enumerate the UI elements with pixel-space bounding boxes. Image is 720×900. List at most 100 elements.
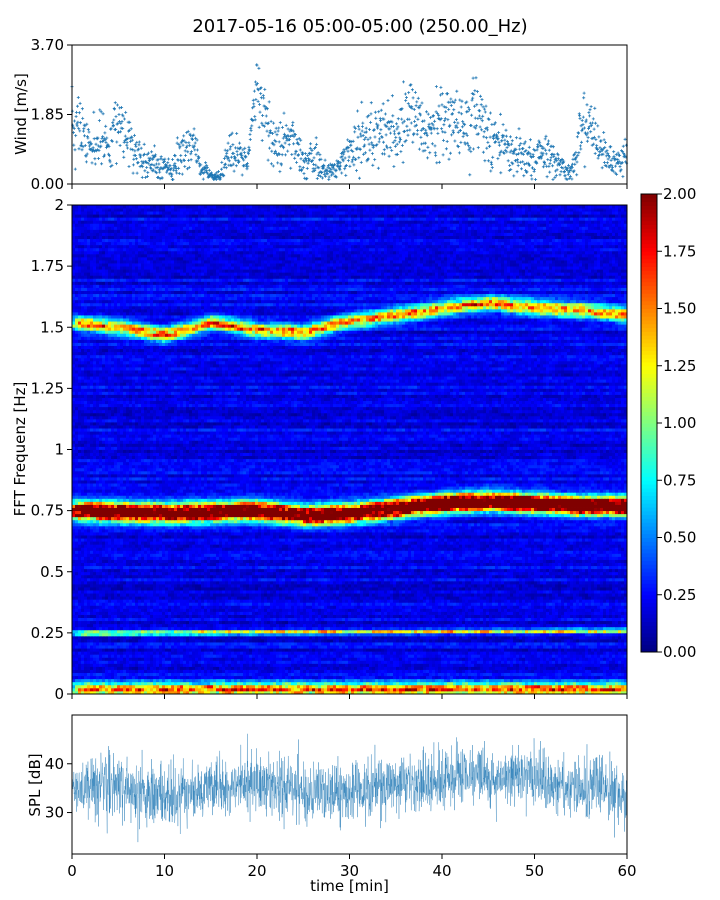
heatmap-cell xyxy=(573,663,576,666)
heatmap-cell xyxy=(177,670,180,673)
heatmap-cell xyxy=(579,670,582,673)
heatmap-cell xyxy=(450,624,453,627)
heatmap-cell xyxy=(300,676,303,679)
heatmap-cell xyxy=(312,651,315,654)
heatmap-cell xyxy=(258,657,261,660)
heatmap-cell xyxy=(351,611,354,614)
heatmap-cell xyxy=(582,642,585,645)
heatmap-cell xyxy=(549,688,552,691)
heatmap-cell xyxy=(144,685,147,688)
heatmap-cell xyxy=(492,630,495,633)
heatmap-cell xyxy=(591,618,594,621)
heatmap-cell xyxy=(519,666,522,669)
heatmap-cell xyxy=(309,666,312,669)
heatmap-cell xyxy=(525,651,528,654)
heatmap-cell xyxy=(510,627,513,630)
heatmap-cell xyxy=(516,639,519,642)
heatmap-cell xyxy=(612,636,615,639)
heatmap-cell xyxy=(117,621,120,624)
heatmap-cell xyxy=(528,615,531,618)
heatmap-cell xyxy=(606,642,609,645)
heatmap-cell xyxy=(270,636,273,639)
heatmap-cell xyxy=(603,673,606,676)
heatmap-cell xyxy=(90,615,93,618)
heatmap-cell xyxy=(456,663,459,666)
heatmap-cell xyxy=(342,611,345,614)
heatmap-cell xyxy=(84,666,87,669)
heatmap-cell xyxy=(234,688,237,691)
heatmap-cell xyxy=(309,621,312,624)
heatmap-cell xyxy=(111,615,114,618)
heatmap-cell xyxy=(180,645,183,648)
heatmap-cell xyxy=(153,679,156,682)
heatmap-cell xyxy=(237,657,240,660)
heatmap-cell xyxy=(138,615,141,618)
heatmap-cell xyxy=(237,651,240,654)
heatmap-cell xyxy=(606,663,609,666)
heatmap-cell xyxy=(561,624,564,627)
heatmap-cell xyxy=(72,615,75,618)
heatmap-cell xyxy=(423,654,426,657)
heatmap-cell xyxy=(408,660,411,663)
heatmap-cell xyxy=(411,673,414,676)
heatmap-cell xyxy=(129,645,132,648)
heatmap-cell xyxy=(390,685,393,688)
heatmap-cell xyxy=(342,648,345,651)
heatmap-cell xyxy=(261,673,264,676)
heatmap-cell xyxy=(120,615,123,618)
heatmap-cell xyxy=(234,615,237,618)
heatmap-cell xyxy=(138,660,141,663)
heatmap-cell xyxy=(615,627,618,630)
heatmap-cell xyxy=(279,670,282,673)
heatmap-cell xyxy=(591,685,594,688)
heatmap-cell xyxy=(99,627,102,630)
heatmap-cell xyxy=(468,679,471,682)
heatmap-cell xyxy=(393,651,396,654)
heatmap-cell xyxy=(228,679,231,682)
heatmap-cell xyxy=(204,666,207,669)
heatmap-cell xyxy=(318,624,321,627)
heatmap-cell xyxy=(303,660,306,663)
heatmap-cell xyxy=(204,663,207,666)
heatmap-cell xyxy=(525,682,528,685)
heatmap-cell xyxy=(345,676,348,679)
heatmap-cell xyxy=(438,682,441,685)
heatmap-cell xyxy=(288,663,291,666)
heatmap-cell xyxy=(345,679,348,682)
heatmap-cell xyxy=(78,679,81,682)
heatmap-cell xyxy=(123,633,126,636)
heatmap-cell xyxy=(393,679,396,682)
heatmap-cell xyxy=(564,642,567,645)
heatmap-cell xyxy=(333,636,336,639)
heatmap-cell xyxy=(336,679,339,682)
heatmap-cell xyxy=(180,624,183,627)
heatmap-cell xyxy=(183,645,186,648)
heatmap-cell xyxy=(96,618,99,621)
heatmap-cell xyxy=(588,676,591,679)
heatmap-cell xyxy=(87,663,90,666)
heatmap-cell xyxy=(240,670,243,673)
heatmap-cell xyxy=(576,645,579,648)
heatmap-cell xyxy=(75,624,78,627)
heatmap-cell xyxy=(168,682,171,685)
heatmap-cell xyxy=(264,645,267,648)
heatmap-cell xyxy=(432,685,435,688)
heatmap-cell xyxy=(135,615,138,618)
heatmap-cell xyxy=(411,642,414,645)
heatmap-cell xyxy=(465,682,468,685)
heatmap-cell xyxy=(462,657,465,660)
heatmap-cell xyxy=(201,663,204,666)
heatmap-cell xyxy=(345,645,348,648)
heatmap-cell xyxy=(225,627,228,630)
heatmap-cell xyxy=(399,670,402,673)
heatmap-cell xyxy=(366,639,369,642)
heatmap-cell xyxy=(450,670,453,673)
heatmap-cell xyxy=(501,663,504,666)
heatmap-cell xyxy=(423,660,426,663)
heatmap-cell xyxy=(465,636,468,639)
heatmap-cell xyxy=(618,648,621,651)
heatmap-cell xyxy=(222,624,225,627)
heatmap-cell xyxy=(453,676,456,679)
heatmap-cell xyxy=(573,645,576,648)
heatmap-cell xyxy=(498,663,501,666)
